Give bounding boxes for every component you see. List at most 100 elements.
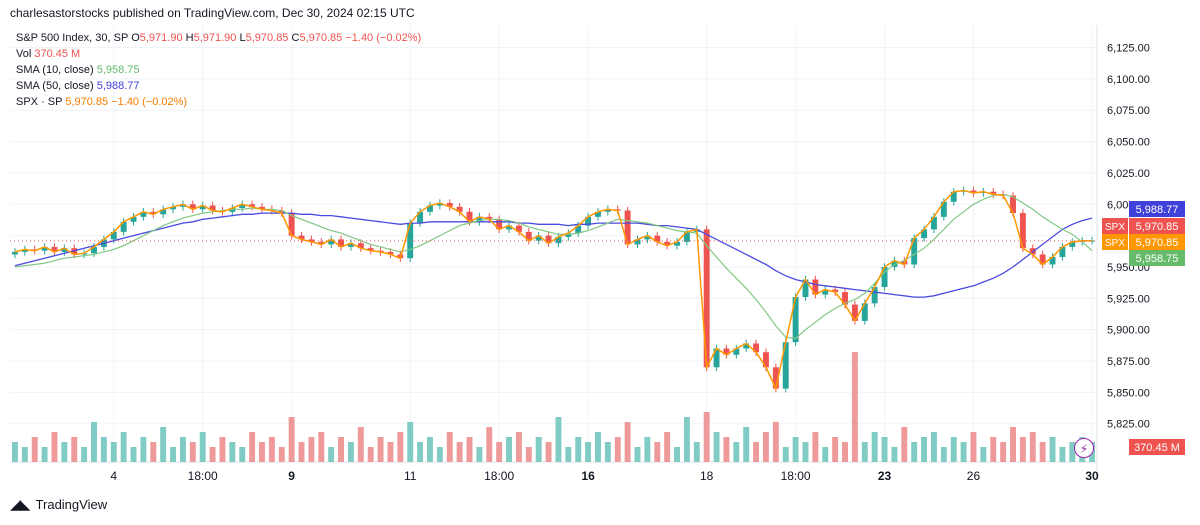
volume-bar [506, 437, 512, 462]
candle-body [585, 216, 592, 226]
volume-bar [960, 442, 967, 462]
candle-body [338, 239, 345, 247]
candle-body [466, 211, 473, 222]
y-tick-label: 5,850.00 [1107, 387, 1150, 399]
x-tick-label: 23 [878, 469, 892, 483]
candle-body [427, 205, 433, 212]
volume-bar [812, 432, 819, 462]
candle-body [921, 229, 928, 239]
candle-body [743, 343, 750, 349]
spx-change: −1.40 (−0.02%) [111, 96, 188, 108]
volume-bar [328, 447, 335, 462]
volume-bar [31, 437, 38, 462]
volume-bar [1049, 437, 1056, 462]
candle-body [555, 236, 562, 244]
volume-bar [911, 442, 918, 462]
candle-body [91, 246, 97, 254]
candle-body [239, 204, 246, 209]
volume-bar [338, 437, 345, 462]
candle-body [199, 205, 206, 210]
volume-bar [743, 427, 750, 462]
candle-body [150, 211, 157, 215]
volume-bar [110, 442, 117, 462]
volume-bar [51, 432, 58, 462]
candle-body [249, 204, 256, 207]
volume-bar [921, 437, 928, 462]
y-tick-label: 5,900.00 [1107, 325, 1150, 337]
candle-body [634, 239, 641, 245]
volume-bar [545, 442, 552, 462]
sma10-row: SMA (10, close) 5,958.75 [16, 62, 421, 78]
y-tick-label: 6,075.00 [1107, 105, 1150, 117]
ohlc-row: S&P 500 Index, 30, SP O5,971.90 H5,971.9… [16, 30, 421, 46]
volume-bar [674, 447, 680, 462]
volume-bar [278, 447, 285, 462]
candle-body [41, 246, 48, 251]
volume-bar [614, 437, 621, 462]
candle-body [179, 204, 186, 207]
close-value: 5,970.85 [299, 32, 343, 44]
volume-bar [565, 447, 572, 462]
y-tick-label: 5,875.00 [1107, 356, 1150, 368]
candle-body [1049, 256, 1056, 265]
volume-bar [219, 437, 226, 462]
volume-bar [357, 427, 364, 462]
flash-icon[interactable]: ⚡ [1074, 438, 1094, 458]
candle-body [713, 348, 720, 368]
price-badge-value: 5,970.85 [1136, 221, 1179, 233]
candle-body [970, 190, 977, 193]
volume-bar [664, 432, 671, 462]
spx-row: SPX · SP 5,970.85 −1.40 (−0.02%) [16, 94, 421, 110]
spx-label: SPX · SP [16, 96, 63, 108]
candle-body [1010, 195, 1016, 214]
volume-bar [891, 447, 898, 462]
candle-body [723, 348, 730, 355]
volume-bar [753, 442, 760, 462]
volume-bar [170, 447, 177, 462]
candle-body [782, 342, 789, 389]
volume-bar [427, 437, 433, 462]
candle-body [535, 235, 542, 241]
candle-body [565, 233, 572, 237]
price-badge-bg [1129, 234, 1185, 250]
candle-body [703, 229, 710, 368]
volume-bar [1069, 442, 1076, 462]
x-tick-label: 18 [700, 469, 714, 483]
candle-body [624, 210, 631, 245]
volume-bar [209, 447, 216, 462]
candle-body [990, 191, 997, 195]
tradingview-logo-icon: ◢◣ [10, 496, 31, 512]
published-banner: charlesastorstocks published on TradingV… [10, 6, 415, 20]
candle-body [120, 221, 127, 232]
candle-body [140, 211, 147, 217]
volume-bar [871, 432, 878, 462]
candle-body [496, 219, 503, 230]
candle-body [476, 216, 483, 222]
price-badge-tag-bg [1102, 218, 1128, 234]
volume-bar [249, 432, 256, 462]
chart-legend: S&P 500 Index, 30, SP O5,971.90 H5,971.9… [16, 30, 421, 110]
volume-bar [446, 432, 453, 462]
candle-body [733, 348, 740, 355]
volume-bar [733, 442, 740, 462]
x-tick-label: 30 [1085, 469, 1099, 483]
candle-body [328, 239, 335, 245]
volume-bar [515, 432, 522, 462]
volume-bar [140, 437, 147, 462]
price-badge-tag-bg [1102, 234, 1128, 250]
volume-bar [762, 432, 769, 462]
candle-body [446, 203, 453, 207]
volume-bar [476, 447, 483, 462]
candle-body [792, 297, 799, 343]
volume-bar [950, 437, 957, 462]
candle-body [1069, 241, 1076, 247]
candle-body [674, 241, 680, 246]
candle-body [130, 216, 137, 222]
brand-name: TradingView [35, 497, 108, 512]
candle-body [930, 216, 937, 230]
volume-bar [970, 432, 977, 462]
sma50-line [14, 212, 1093, 298]
volume-bar [624, 422, 631, 462]
